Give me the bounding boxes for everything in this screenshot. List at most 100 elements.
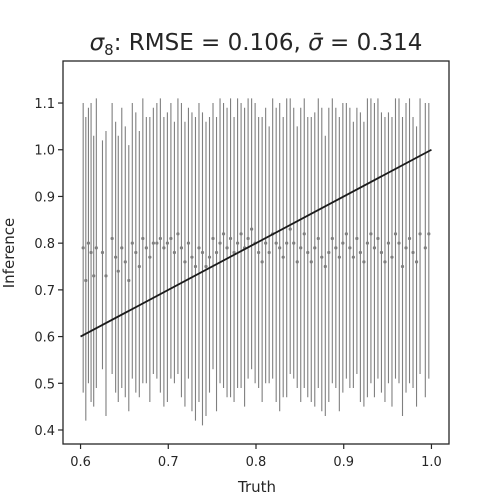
point-marker [372,246,377,250]
data-point [330,98,334,384]
data-point [362,121,366,407]
point-marker [383,260,387,264]
data-point [84,117,88,421]
point-marker [116,269,120,273]
data-point [302,98,306,388]
point-marker [200,250,205,255]
data-point [288,98,292,374]
point-marker [393,232,398,236]
data-point [86,107,91,384]
data-point [358,112,362,402]
point-marker [176,232,180,236]
point-marker [127,278,131,283]
data-point [137,131,141,398]
point-marker [390,255,394,259]
point-marker [165,241,169,245]
point-marker [151,241,155,245]
point-marker [337,255,341,259]
title-sigma-bar: σ̄ [308,30,324,56]
point-marker [144,246,148,250]
data-point [176,98,180,374]
point-marker [404,246,408,250]
point-marker [169,236,173,241]
identity-line [80,148,432,338]
data-point [344,103,348,379]
data-point [341,103,345,393]
data-point [218,98,222,384]
point-marker [351,255,355,259]
data-point [390,117,394,407]
data-point [186,107,191,379]
point-marker [323,264,327,269]
point-marker [281,255,285,259]
data-point [114,121,118,393]
point-marker [86,241,91,245]
point-marker [379,250,384,255]
point-marker [344,232,348,236]
point-marker [427,232,431,236]
title-sigma: σ [90,30,106,56]
data-point [127,145,131,412]
data-point [89,103,93,402]
point-marker [288,227,292,231]
point-marker [162,246,166,250]
point-marker [355,236,359,241]
data-point [418,98,422,374]
data-point [110,103,114,374]
data-point [327,107,331,402]
data-point [116,135,120,402]
point-marker [330,236,334,241]
point-marker [218,241,222,245]
point-marker [358,250,362,255]
point-marker [155,241,159,245]
point-marker [400,264,405,269]
data-point [369,98,373,384]
point-marker [110,236,114,241]
point-marker [141,236,145,241]
data-point [207,117,212,393]
data-point [309,117,313,402]
point-marker [130,241,134,245]
point-marker [341,241,345,245]
x-axis-label: Truth [237,478,276,496]
data-point [414,126,419,407]
data-point [411,117,415,388]
data-point [169,103,173,379]
point-marker [246,236,250,241]
point-marker [376,236,380,241]
y-tick-label: 0.7 [34,284,55,299]
data-point [250,98,254,370]
point-marker [186,241,191,245]
data-point [179,103,184,398]
data-point [260,117,264,402]
data-point [134,112,138,393]
data-point [278,103,282,412]
point-marker [418,232,422,236]
plot-area [80,98,432,426]
data-point [285,98,289,398]
data-point [376,98,380,379]
data-point [81,103,85,393]
data-point [355,107,359,374]
data-point [200,112,205,426]
data-point [372,103,377,398]
point-marker [183,260,187,264]
point-marker [278,246,282,250]
data-point [123,126,127,398]
data-point [197,103,201,402]
point-marker [313,246,317,250]
data-point [162,117,166,407]
point-marker [309,260,313,264]
point-marker [407,236,412,241]
data-point [172,121,177,384]
point-marker [120,246,124,250]
point-marker [260,260,264,264]
point-marker [114,255,118,259]
point-marker [92,274,96,278]
point-marker [348,246,352,250]
point-marker [179,246,184,250]
data-point [306,117,310,398]
data-point [141,98,145,384]
data-point [144,117,148,384]
x-tick-label: 1.0 [421,455,442,470]
